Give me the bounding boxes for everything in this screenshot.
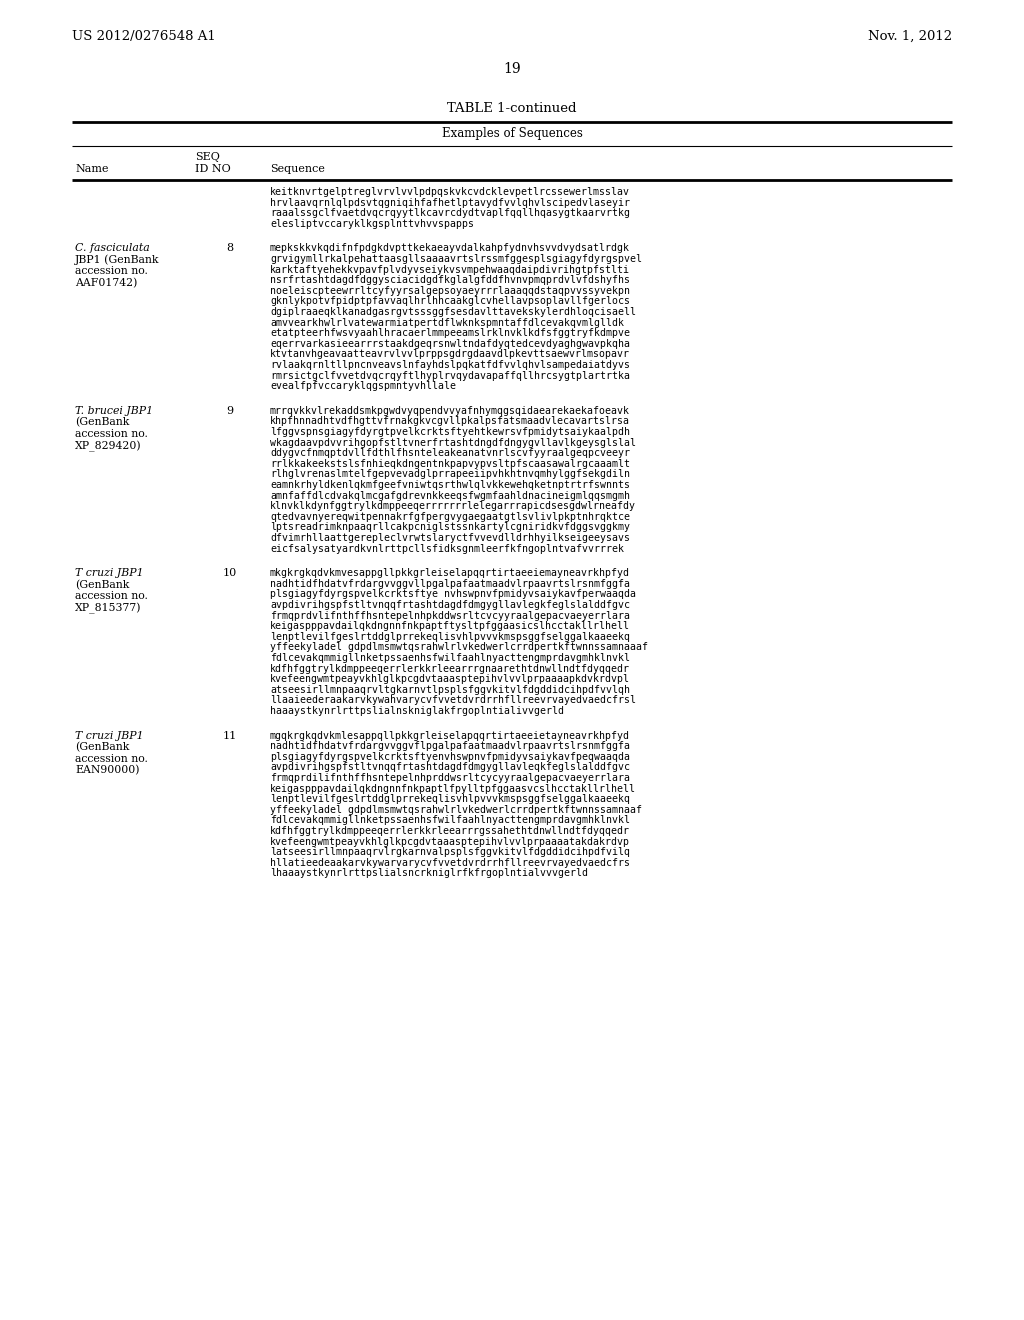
Text: yffeekyladel gdpdlmsmwtqsrahwlrlvkedwerlcrrdpertkftwnnssamnaaf: yffeekyladel gdpdlmsmwtqsrahwlrlvkedwerl… <box>270 805 642 814</box>
Text: accession no.: accession no. <box>75 429 147 438</box>
Text: kvefeengwmtpeayvkhlglkpcgdvtaaasptepihvlvvlprpaaaatakdakrdvp: kvefeengwmtpeayvkhlglkpcgdvtaaasptepihvl… <box>270 837 630 846</box>
Text: avpdivrihgspfstltvnqqfrtashtdagdfdmgygllavlegkfeglslalddfgvc: avpdivrihgspfstltvnqqfrtashtdagdfdmgygll… <box>270 601 630 610</box>
Text: yffeekyladel gdpdlmsmwtqsrahwlrlvkedwerlcrrdpertkftwnnssamnaaaf: yffeekyladel gdpdlmsmwtqsrahwlrlvkedwerl… <box>270 643 648 652</box>
Text: qtedvavnyereqwitpennakrfgfpergvygaegaatgtlsvlivlpkptnhrqktce: qtedvavnyereqwitpennakrfgfpergvygaegaatg… <box>270 512 630 521</box>
Text: C. fasciculata: C. fasciculata <box>75 243 150 253</box>
Text: plsgiagyfdyrgspvelkcrktsftyenvhswpnvfpmidyvsaiykavfpeqwaaqda: plsgiagyfdyrgspvelkcrktsftyenvhswpnvfpmi… <box>270 752 630 762</box>
Text: T. brucei JBP1: T. brucei JBP1 <box>75 405 153 416</box>
Text: Sequence: Sequence <box>270 164 325 174</box>
Text: 19: 19 <box>503 62 521 77</box>
Text: kvefeengwmtpeayvkhlglkpcgdvtaaasptepihvlvvlprpaaaapkdvkrdvpl: kvefeengwmtpeayvkhlglkpcgdvtaaasptepihvl… <box>270 675 630 684</box>
Text: lhaaaystkynrlrttpslialsncrkniglrfkfrgoplntialvvvgerld: lhaaaystkynrlrttpslialsncrkniglrfkfrgopl… <box>270 869 588 878</box>
Text: ddygvcfnmqptdvllfdthlfhsnteleakeanatvnrlscvfyyraalgeqpcveeyr: ddygvcfnmqptdvllfdthlfhsnteleakeanatvnrl… <box>270 449 630 458</box>
Text: frmqprdilifnthffhsntepelnhprddwsrltcycyyraalgepacvaeyerrlara: frmqprdilifnthffhsntepelnhprddwsrltcycyy… <box>270 774 630 783</box>
Text: mrrqvkkvlrekaddsmkpgwdvyqpendvvyafnhymqgsqidaearekaekafoeavk: mrrqvkkvlrekaddsmkpgwdvyqpendvvyafnhymqg… <box>270 405 630 416</box>
Text: avpdivrihgspfstltvnqqfrtashtdagdfdmgygllavleqkfeglslalddfgvc: avpdivrihgspfstltvnqqfrtashtdagdfdmgygll… <box>270 763 630 772</box>
Text: fdlcevakqmmigllnketpssaenhsfwilfaahlnyacttengmprdavgmhklnvkl: fdlcevakqmmigllnketpssaenhsfwilfaahlnyac… <box>270 653 630 663</box>
Text: etatpteerhfwsvyaahlhracaerlmmpeeamslrklnvklkdfsfggtryfkdmpve: etatpteerhfwsvyaahlhracaerlmmpeeamslrkln… <box>270 329 630 338</box>
Text: rrlkkakeekstslsfnhieqkdngentnkpapvypvsltpfscaasawalrgcaaamlt: rrlkkakeekstslsfnhieqkdngentnkpapvypvslt… <box>270 459 630 469</box>
Text: eqerrvarkasieearrrstaakdgeqrsnwltndafdyqtedcevdyaghgwavpkqha: eqerrvarkasieearrrstaakdgeqrsnwltndafdyq… <box>270 339 630 348</box>
Text: Nov. 1, 2012: Nov. 1, 2012 <box>868 30 952 44</box>
Text: 8: 8 <box>226 243 233 253</box>
Text: accession no.: accession no. <box>75 267 147 276</box>
Text: amnfaffdlcdvakqlmcgafgdrevnkkeeqsfwgmfaahldnacineigmlqqsmgmh: amnfaffdlcdvakqlmcgafgdrevnkkeeqsfwgmfaa… <box>270 491 630 500</box>
Text: keigaspppavdailqkdngnnfnkpaptlfpylltpfggaasvcslhcctakllrlhell: keigaspppavdailqkdngnnfnkpaptlfpylltpfgg… <box>270 784 636 793</box>
Text: frmqprdvlifnthffhsntepelnhpkddwsrltcvcyyraalgepacvaeyerrlara: frmqprdvlifnthffhsntepelnhpkddwsrltcvcyy… <box>270 611 630 620</box>
Text: AAF01742): AAF01742) <box>75 279 137 288</box>
Text: kdfhfggtrylkdmppeeqerrlerkkrleearrrgssahethtdnwllndtfdyqqedr: kdfhfggtrylkdmppeeqerrlerkkrleearrrgssah… <box>270 826 630 836</box>
Text: raaalssgclfvaetdvqcrqyytlkcavrcdydtvaplfqqllhqasygtkaarvrtkg: raaalssgclfvaetdvqcrqyytlkcavrcdydtvaplf… <box>270 209 630 218</box>
Text: keigaspppavdailqkdngnnfnkpaptftysltpfggaasicslhcctakllrlhell: keigaspppavdailqkdngnnfnkpaptftysltpfgga… <box>270 622 630 631</box>
Text: klnvklkdynfggtrylkdmppeeqerrrrrrrlelegarrrapicdsesgdwlrneafdy: klnvklkdynfggtrylkdmppeeqerrrrrrrlelegar… <box>270 502 636 511</box>
Text: (GenBank: (GenBank <box>75 742 129 752</box>
Text: lptsreadrimknpaaqrllcakpcniglstssnkartylcgniridkvfdggsvggkmy: lptsreadrimknpaaqrllcakpcniglstssnkartyl… <box>270 523 630 532</box>
Text: llaaieederaakarvkywahvarycvfvvetdvrdrrhfllreevrvayedvaedcfrsl: llaaieederaakarvkywahvarycvfvvetdvrdrrhf… <box>270 696 636 705</box>
Text: khpfhnnadhtvdfhgttvfrnakgkvcgvllpkalpsfatsmaadvlecavartslrsa: khpfhnnadhtvdfhgttvfrnakgkvcgvllpkalpsfa… <box>270 416 630 426</box>
Text: US 2012/0276548 A1: US 2012/0276548 A1 <box>72 30 216 44</box>
Text: T cruzi JBP1: T cruzi JBP1 <box>75 730 143 741</box>
Text: mgqkrgkqdvkmlesappqllpkkgrleiselapqqrtirtaeeietayneavrkhpfyd: mgqkrgkqdvkmlesappqllpkkgrleiselapqqrtir… <box>270 730 630 741</box>
Text: XP_815377): XP_815377) <box>75 603 141 614</box>
Text: 9: 9 <box>226 405 233 416</box>
Text: keitknvrtgelptreglvrvlvvlpdpqskvkcvdcklevpetlrcssewerlmsslav: keitknvrtgelptreglvrvlvvlpdpqskvkcvdckle… <box>270 187 630 197</box>
Text: haaaystkynrlrttpslialnskniglakfrgoplntialivvgerld: haaaystkynrlrttpslialnskniglakfrgoplntia… <box>270 706 564 715</box>
Text: nsrfrtashtdagdfdggysciacidgdfkglalgfddfhvnvpmqprdvlvfdshyfhs: nsrfrtashtdagdfdggysciacidgdfkglalgfddfh… <box>270 275 630 285</box>
Text: nadhtidfhdatvfrdargvvggvflpgalpafaatmaadvlrpaavrtslrsnmfggfa: nadhtidfhdatvfrdargvvggvflpgalpafaatmaad… <box>270 742 630 751</box>
Text: amvvearkhwlrlvatewarmiatpertdflwknkspmntaffdlcevakqvmlglldk: amvvearkhwlrlvatewarmiatpertdflwknkspmnt… <box>270 318 624 327</box>
Text: T cruzi JBP1: T cruzi JBP1 <box>75 568 143 578</box>
Text: XP_829420): XP_829420) <box>75 441 141 451</box>
Text: elesliptvccaryklkgsplnttvhvvspapps: elesliptvccaryklkgsplnttvhvvspapps <box>270 219 474 228</box>
Text: rmrsictgclfvvetdvqcrqyftlhyplrvqydavapaffqllhrcsygtplartrtka: rmrsictgclfvvetdvqcrqyftlhyplrvqydavapaf… <box>270 371 630 380</box>
Text: rlhglvrenaslmtelfgepvevadglprrapeeiipvhkhtnvqmhylggfsekgdiln: rlhglvrenaslmtelfgepvevadglprrapeeiipvhk… <box>270 470 630 479</box>
Text: TABLE 1-continued: TABLE 1-continued <box>447 102 577 115</box>
Text: dfvimrhllaattgerepleclvrwtslaryctfvvevdlldrhhyilkseigeeysavs: dfvimrhllaattgerepleclvrwtslaryctfvvevdl… <box>270 533 630 543</box>
Text: eamnkrhyldkenlqkmfgeefvniwtqsrthwlqlvkkewehqketnptrtrfswnnts: eamnkrhyldkenlqkmfgeefvniwtqsrthwlqlvkke… <box>270 480 630 490</box>
Text: accession no.: accession no. <box>75 754 147 763</box>
Text: kdfhfggtrylkdmppeeqerrlerkkrleearrrgnaarethtdnwllndtfdyqqedr: kdfhfggtrylkdmppeeqerrlerkkrleearrrgnaar… <box>270 664 630 673</box>
Text: (GenBank: (GenBank <box>75 579 129 590</box>
Text: evealfpfvccaryklqgspmntyvhllale: evealfpfvccaryklqgspmntyvhllale <box>270 381 456 391</box>
Text: ID NO: ID NO <box>195 164 230 174</box>
Text: latseesirllmnpaaqrvlrgkarnvalpsplsfggvkitvlfdgddidcihpdfvilq: latseesirllmnpaaqrvlrgkarnvalpsplsfggvki… <box>270 847 630 857</box>
Text: lfggvspnsgiagyfdyrgtpvelkcrktsftyehtkewrsvfpmidytsaiykaalpdh: lfggvspnsgiagyfdyrgtpvelkcrktsftyehtkewr… <box>270 426 630 437</box>
Text: 10: 10 <box>223 568 238 578</box>
Text: mkgkrgkqdvkmvesappgllpkkgrleiselapqqrtirtaeeiemayneavrkhpfyd: mkgkrgkqdvkmvesappgllpkkgrleiselapqqrtir… <box>270 568 630 578</box>
Text: 11: 11 <box>223 730 238 741</box>
Text: lenptlevilfgeslrtddglprrekeqlisvhlpvvvkmspsggfselggalkaaeekq: lenptlevilfgeslrtddglprrekeqlisvhlpvvvkm… <box>270 632 630 642</box>
Text: EAN90000): EAN90000) <box>75 766 139 775</box>
Text: ktvtanvhgeavaatteavrvlvvlprppsgdrgdaavdlpkevttsaewvrlmsopavr: ktvtanvhgeavaatteavrvlvvlprppsgdrgdaavdl… <box>270 350 630 359</box>
Text: SEQ: SEQ <box>195 152 220 162</box>
Text: rvlaakqrnltllpncnveavslnfayhdslpqkatfdfvvlqhvlsampedaiatdyvs: rvlaakqrnltllpncnveavslnfayhdslpqkatfdfv… <box>270 360 630 370</box>
Text: Name: Name <box>75 164 109 174</box>
Text: Examples of Sequences: Examples of Sequences <box>441 127 583 140</box>
Text: eicfsalysatyardkvnlrttpcllsfidksgnmleerfkfngoplntvafvvrrrek: eicfsalysatyardkvnlrttpcllsfidksgnmleerf… <box>270 544 624 553</box>
Text: gknlykpotvfpidptpfavvaqlhrlhhcaakglcvhellavpsoplavllfgerlocs: gknlykpotvfpidptpfavvaqlhrlhhcaakglcvhel… <box>270 297 630 306</box>
Text: fdlcevakqmmigllnketpssaenhsfwilfaahlnyacttengmprdavgmhklnvkl: fdlcevakqmmigllnketpssaenhsfwilfaahlnyac… <box>270 816 630 825</box>
Text: atseesirllmnpaaqrvltgkarnvtlpsplsfggvkitvlfdgddidcihpdfvvlqh: atseesirllmnpaaqrvltgkarnvtlpsplsfggvkit… <box>270 685 630 694</box>
Text: hllatieedeaakarvkywarvarycvfvvetdvrdrrhfllreevrvayedvaedcfrs: hllatieedeaakarvkywarvarycvfvvetdvrdrrhf… <box>270 858 630 867</box>
Text: noeleiscpteewrrltcyfyyrsalgepsoyaeyrrrlaaaqqdstaqpvvssyvekpn: noeleiscpteewrrltcyfyyrsalgepsoyaeyrrrla… <box>270 286 630 296</box>
Text: grvigymllrkalpehattaasgllsaaaavrtslrssmfggesplsgiagyfdyrgspvel: grvigymllrkalpehattaasgllsaaaavrtslrssmf… <box>270 253 642 264</box>
Text: hrvlaavqrnlqlpdsvtqgniqihfafhetlptavydfvvlqhvlscipedvlaseyir: hrvlaavqrnlqlpdsvtqgniqihfafhetlptavydfv… <box>270 198 630 207</box>
Text: plsgiagyfdyrgspvelkcrktsftye nvhswpnvfpmidyvsaiykavfperwaaqda: plsgiagyfdyrgspvelkcrktsftye nvhswpnvfpm… <box>270 590 636 599</box>
Text: nadhtidfhdatvfrdargvvggvllpgalpafaatmaadvlrpaavrtslrsnmfggfa: nadhtidfhdatvfrdargvvggvllpgalpafaatmaad… <box>270 578 630 589</box>
Text: accession no.: accession no. <box>75 591 147 601</box>
Text: karktaftyehekkvpavfplvdyvseiykvsvmpehwaaqdaipdivrihgtpfstlti: karktaftyehekkvpavfplvdyvseiykvsvmpehwaa… <box>270 264 630 275</box>
Text: JBP1 (GenBank: JBP1 (GenBank <box>75 255 160 265</box>
Text: wkagdaavpdvvrihgopfstltvnerfrtashtdngdfdngygvllavlkgeysglslal: wkagdaavpdvvrihgopfstltvnerfrtashtdngdfd… <box>270 438 636 447</box>
Text: dgiplraaeqklkanadgasrgvtsssggfsesdavlttavekskylerdhloqcisaell: dgiplraaeqklkanadgasrgvtsssggfsesdavltta… <box>270 308 636 317</box>
Text: lenptlevilfgeslrtddglprrekeqlisvhlpvvvkmspsggfselggalkaaeekq: lenptlevilfgeslrtddglprrekeqlisvhlpvvvkm… <box>270 795 630 804</box>
Text: mepkskkvkqdifnfpdgkdvpttkekaeayvdalkahpfydnvhsvvdvydsatlrdgk: mepkskkvkqdifnfpdgkdvpttkekaeayvdalkahpf… <box>270 243 630 253</box>
Text: (GenBank: (GenBank <box>75 417 129 428</box>
